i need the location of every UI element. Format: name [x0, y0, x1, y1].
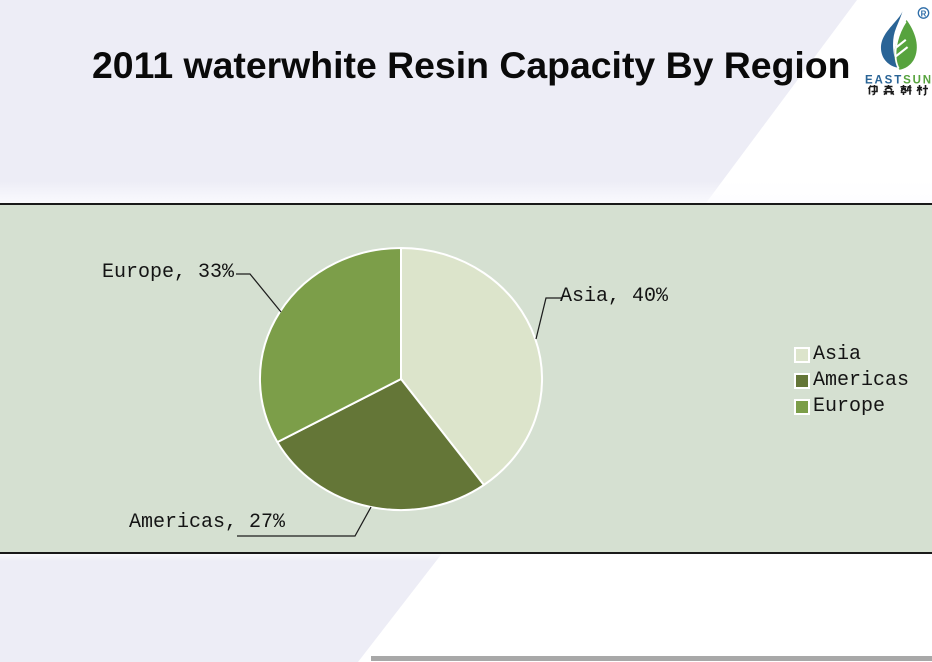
- svg-text:EASTSUN: EASTSUN: [865, 74, 932, 86]
- svg-text:R: R: [921, 10, 927, 19]
